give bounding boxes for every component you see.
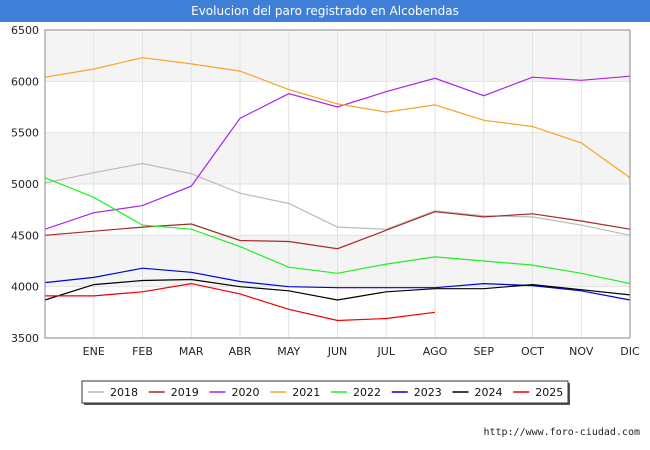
x-tick-label: ENE [83,345,105,358]
series-line-2020 [44,75,631,230]
footer-url: http://www.foro-ciudad.com [483,427,640,438]
y-tick-label: 4000 [11,281,39,294]
y-tick-label: 4500 [11,229,39,242]
y-tick-label: 6500 [11,24,39,37]
series-line-2024 [44,278,631,301]
chart-title: Evolucion del paro registrado en Alcoben… [0,0,650,22]
y-tick-label: 5000 [11,178,39,191]
series-line-2023 [44,267,631,301]
series-line-2022 [44,177,631,285]
y-tick-label: 5500 [11,127,39,140]
x-tick-label: ABR [229,345,252,358]
x-tick-label: DIC [620,345,640,358]
y-tick-label: 6000 [11,75,39,88]
x-tick-label: SEP [473,345,494,358]
x-axis-ticks: ENE FEB MAR ABR MAY JUN JUL AGO SEP OCT NOV DIC [83,345,640,358]
plot-border [44,29,631,339]
x-tick-label: JUN [327,345,348,358]
series-line-2019 [44,211,631,250]
legend-label-2023: 2023 [414,386,442,399]
x-tick-label: MAR [179,345,204,358]
y-tick-label: 3500 [11,332,39,345]
x-tick-label: MAY [277,345,300,358]
x-tick-label: NOV [569,345,594,358]
legend-label-2018: 2018 [110,386,138,399]
legend-label-2020: 2020 [232,386,260,399]
series-layer [44,57,631,322]
series-line-2018 [44,162,631,236]
x-tick-label: AGO [423,345,448,358]
x-tick-label: OCT [521,345,544,358]
legend-label-2025: 2025 [535,386,563,399]
legend: 2018 2019 2020 2021 2022 2023 2024 2025 [81,380,570,405]
legend-label-2019: 2019 [171,386,199,399]
series-line-2021 [44,57,631,179]
x-tick-label: FEB [132,345,153,358]
x-tick-label: JUL [377,345,396,358]
y-axis-ticks: 3500 4000 4500 5000 5500 6000 6500 [11,24,39,345]
legend-label-2024: 2024 [475,386,503,399]
legend-label-2022: 2022 [353,386,381,399]
series-line-2025 [45,282,436,322]
legend-label-2021: 2021 [292,386,320,399]
legend-box [81,380,569,404]
